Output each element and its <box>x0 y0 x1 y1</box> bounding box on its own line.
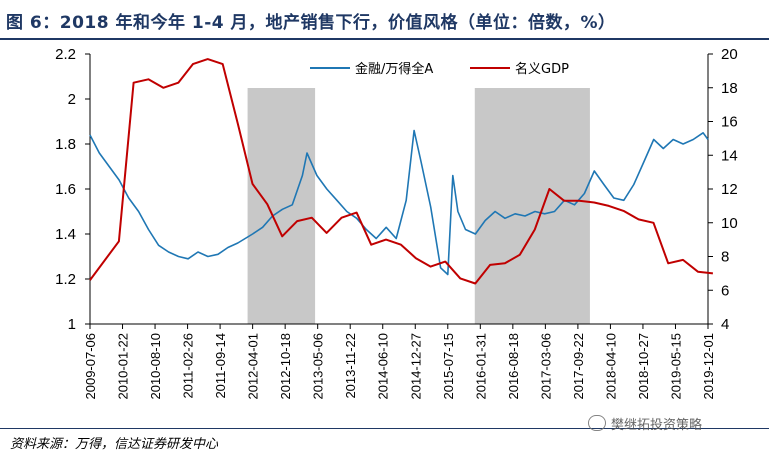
source-divider <box>0 428 769 429</box>
x-tick-label: 2017-03-06 <box>538 333 553 400</box>
right-tick-label: 6 <box>721 282 729 299</box>
right-tick-label: 4 <box>721 316 729 333</box>
x-tick-label: 2016-01-31 <box>473 333 488 400</box>
x-tick-label: 2018-10-27 <box>636 333 651 400</box>
shaded-periods <box>247 88 590 324</box>
x-tick-label: 2019-05-15 <box>668 333 683 400</box>
right-tick-label: 8 <box>721 249 729 266</box>
legend-label-1: 金融/万得全A <box>355 61 433 77</box>
x-tick-label: 2016-08-18 <box>506 333 521 400</box>
right-axis-ticks: 4 6 8 10 12 14 16 18 20 <box>708 46 738 333</box>
source-note: 资料来源：万得，信达证券研发中心 <box>10 437 219 452</box>
title-divider <box>0 38 769 40</box>
right-tick-label: 14 <box>721 147 738 164</box>
shaded-period-2 <box>474 88 590 324</box>
chart-title: 图 6：2018 年和今年 1-4 月，地产销售下行，价值风格（单位：倍数，%） <box>6 13 616 33</box>
x-tick-label: 2018-04-10 <box>603 333 618 400</box>
series-lines <box>89 58 714 285</box>
x-tick-label: 2012-10-18 <box>278 333 293 400</box>
x-tick-label: 2012-04-01 <box>246 333 261 400</box>
x-tick-label: 2014-12-27 <box>408 333 423 400</box>
x-tick-label: 2015-07-15 <box>441 333 456 400</box>
x-tick-label: 2019-12-01 <box>701 333 716 400</box>
right-tick-label: 12 <box>721 181 738 198</box>
legend-label-2: 名义GDP <box>515 61 569 77</box>
left-tick-label: 1.4 <box>55 226 76 243</box>
x-tick-label: 2013-11-22 <box>343 333 358 399</box>
x-tick-label: 2010-08-10 <box>148 333 163 400</box>
x-tick-label: 2013-05-06 <box>311 333 326 400</box>
left-tick-label: 2.2 <box>55 46 76 63</box>
right-tick-label: 20 <box>721 46 738 63</box>
x-tick-label: 2009-07-06 <box>83 333 98 400</box>
dual-axis-line-chart: 1 1.2 1.4 1.6 1.8 2 2.2 4 6 8 10 12 14 16 18 20 2009-0… <box>55 46 738 400</box>
left-tick-label: 1.8 <box>55 136 76 153</box>
watermark-text: 樊继拓投资策略 <box>611 418 703 433</box>
series-line-nominal-gdp <box>89 58 714 285</box>
left-tick-label: 1 <box>68 316 76 333</box>
x-axis-ticks: 2009-07-06 2010-01-22 2010-08-10 2011-02-26… <box>83 324 716 400</box>
series-line-finance-ratio <box>89 129 709 276</box>
x-tick-label: 2017-09-22 <box>571 333 586 400</box>
legend: 金融/万得全A 名义GDP <box>310 61 569 77</box>
shaded-period-1 <box>247 88 316 324</box>
left-axis-ticks: 1 1.2 1.4 1.6 1.8 2 2.2 <box>55 46 90 333</box>
right-tick-label: 10 <box>721 215 738 232</box>
right-tick-label: 16 <box>721 114 738 131</box>
x-tick-label: 2011-09-14 <box>213 333 228 399</box>
left-tick-label: 1.2 <box>55 271 76 288</box>
watermark: 樊继拓投资策略 <box>588 414 702 433</box>
wechat-icon <box>588 415 606 431</box>
left-tick-label: 2 <box>68 91 76 108</box>
x-tick-label: 2010-01-22 <box>116 333 131 400</box>
x-tick-label: 2014-06-10 <box>376 333 391 400</box>
title-bar: 图 6：2018 年和今年 1-4 月，地产销售下行，价值风格（单位：倍数，%） <box>0 0 769 40</box>
x-tick-label: 2011-02-26 <box>181 333 196 399</box>
plot-frame <box>89 54 709 325</box>
right-tick-label: 18 <box>721 80 738 97</box>
left-tick-label: 1.6 <box>55 181 76 198</box>
